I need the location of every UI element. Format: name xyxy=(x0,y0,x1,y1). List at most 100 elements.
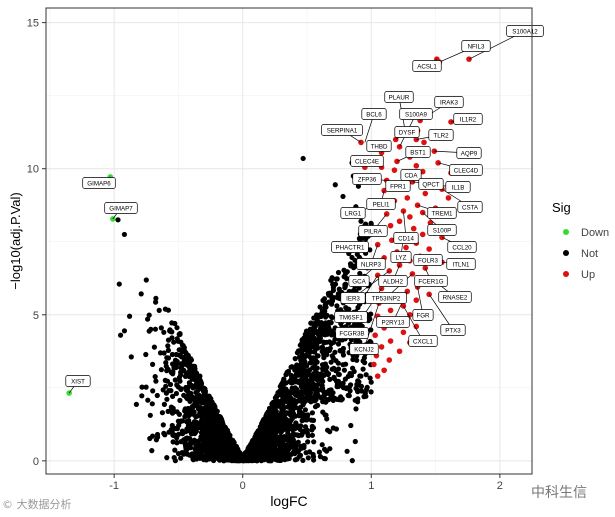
point-not xyxy=(252,447,258,453)
point-not xyxy=(172,458,178,464)
gene-label-box xyxy=(446,258,476,270)
point-not xyxy=(178,439,184,445)
point-not xyxy=(211,456,217,462)
point-not xyxy=(161,401,167,407)
point-up xyxy=(387,307,394,314)
point-not xyxy=(342,282,348,288)
gene-label-text: CLEC4D xyxy=(454,168,479,175)
point-not xyxy=(368,379,374,385)
gene-label-box xyxy=(321,124,363,136)
point-not xyxy=(149,401,155,407)
point-not xyxy=(291,387,297,393)
gene-label: CDA xyxy=(400,169,422,181)
point-not xyxy=(194,419,200,425)
gene-label: FCGR3B xyxy=(335,327,369,339)
point-not xyxy=(154,431,161,438)
point-not xyxy=(164,378,171,384)
gene-label-box xyxy=(390,251,412,263)
gene-label-text: IRAK3 xyxy=(440,100,458,107)
point-not xyxy=(336,371,342,378)
y-tick-label: 10 xyxy=(27,164,39,176)
x-axis-ticks: -1 0 1 2 xyxy=(109,474,503,492)
point-not xyxy=(276,438,282,445)
point-not xyxy=(332,349,338,355)
gene-label-box xyxy=(361,108,387,120)
gene-label-box xyxy=(378,275,408,287)
point-not xyxy=(277,443,283,449)
point-not xyxy=(322,302,328,308)
gene-label-box xyxy=(340,207,366,219)
point-not xyxy=(317,304,323,310)
point-not xyxy=(189,428,195,434)
point-not xyxy=(278,424,284,430)
gene-label-box xyxy=(405,146,431,158)
point-not xyxy=(357,270,363,277)
point-not xyxy=(153,299,159,305)
point-not xyxy=(163,383,169,389)
point-not xyxy=(191,424,197,430)
gene-label: PELI1 xyxy=(366,198,396,210)
point-not xyxy=(331,295,337,301)
point-not xyxy=(309,378,315,384)
gene-label: NFIL3 xyxy=(461,40,491,52)
gene-label-box xyxy=(440,324,466,336)
point-not xyxy=(300,347,306,353)
gene-label-box xyxy=(412,309,434,321)
point-not xyxy=(253,435,259,441)
point-not xyxy=(235,453,241,459)
point-not xyxy=(358,383,364,389)
gene-label-box xyxy=(428,129,454,141)
point-not xyxy=(227,457,233,463)
gene-label-box xyxy=(449,164,483,176)
point-not xyxy=(272,451,278,457)
gene-label: PHACTR1 xyxy=(331,241,369,253)
point-up xyxy=(410,225,417,232)
point-not xyxy=(193,414,199,420)
point-not xyxy=(335,360,341,366)
point-not xyxy=(364,384,370,390)
gene-label-text: ALDH2 xyxy=(383,279,404,286)
point-up xyxy=(413,297,420,303)
point-not xyxy=(158,325,164,331)
point-not xyxy=(196,442,202,448)
point-not xyxy=(268,458,274,464)
point-not xyxy=(174,358,180,365)
point-not xyxy=(216,429,222,435)
point-not xyxy=(175,451,182,457)
point-not xyxy=(212,419,218,425)
point-not xyxy=(143,351,149,358)
point-not xyxy=(273,442,279,448)
point-up xyxy=(371,361,377,368)
gene-label-text: PLAUR xyxy=(389,95,410,102)
gene-label-box xyxy=(434,96,464,108)
point-not xyxy=(336,286,342,292)
point-not xyxy=(301,356,307,362)
x-tick-label: 0 xyxy=(240,480,246,492)
point-not xyxy=(292,356,298,362)
point-not xyxy=(218,414,224,420)
point-not xyxy=(156,307,162,313)
gene-label-text: GIMAP6 xyxy=(87,181,111,188)
point-not xyxy=(143,277,149,283)
point-not xyxy=(351,287,357,294)
point-not xyxy=(310,425,317,431)
gene-label-text: PILRA xyxy=(364,229,383,236)
point-not xyxy=(183,387,190,393)
gene-label-text: TREM1 xyxy=(432,211,454,218)
point-not xyxy=(170,393,176,399)
point-not xyxy=(294,368,300,374)
gene-label-text: PELI1 xyxy=(373,202,390,209)
point-not xyxy=(316,449,322,455)
gene-label: ALDH2 xyxy=(378,275,408,287)
point-not xyxy=(205,414,211,420)
point-not xyxy=(309,359,315,365)
point-not xyxy=(160,422,166,428)
point-not xyxy=(322,456,328,462)
gene-label: PLAUR xyxy=(384,91,414,103)
point-not xyxy=(321,340,327,346)
point-not xyxy=(172,377,178,383)
point-up xyxy=(407,214,413,220)
point-not xyxy=(329,315,335,321)
point-not xyxy=(164,396,170,402)
gene-label: TM6SF1 xyxy=(334,311,368,323)
